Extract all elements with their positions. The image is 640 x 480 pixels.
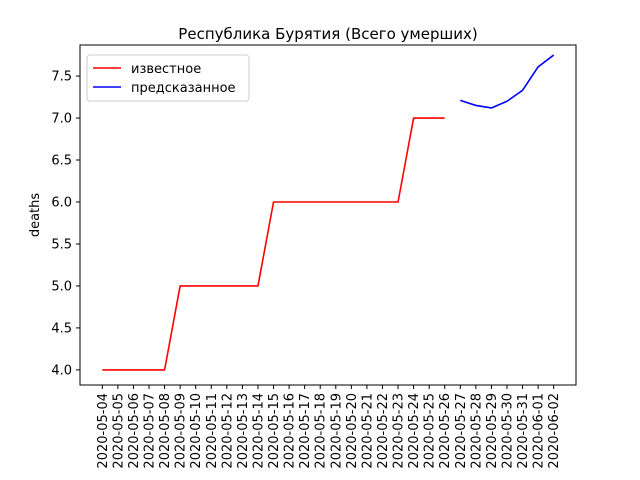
x-tick-label: 2020-05-06 [127,393,142,469]
x-tick-label: 2020-05-07 [143,393,158,469]
y-tick-label: 7.0 [51,112,72,127]
x-tick-label: 2020-05-17 [298,393,313,469]
x-axis-ticks: 2020-05-04 2020-05-05 2020-05-06 2020-05-07… [96,385,562,469]
x-tick-label: 2020-05-19 [329,393,344,469]
x-tick-label: 2020-05-15 [267,393,282,469]
y-tick-label: 4.5 [51,321,72,336]
x-tick-label: 2020-05-09 [174,393,189,469]
x-tick-label: 2020-05-18 [314,393,329,469]
x-tick-label: 2020-05-30 [500,393,515,469]
x-tick-label: 2020-06-01 [532,393,547,469]
x-tick-label: 2020-05-28 [469,393,484,469]
y-axis-label: deaths [28,193,43,238]
x-tick-label: 2020-05-26 [438,393,453,469]
y-tick-label: 6.0 [51,195,72,210]
plot-frame [79,44,577,386]
y-axis-ticks: 4.0 4.5 5.0 5.5 6.0 6.5 7.0 7.5 [51,70,80,378]
y-tick-label: 4.0 [51,363,72,378]
x-tick-label: 2020-05-12 [220,393,235,469]
y-tick-label: 5.5 [51,237,72,252]
legend: известное предсказанное [86,54,250,102]
legend-box [86,54,250,102]
legend-label-predicted: предсказанное [131,81,236,96]
legend-label-known: известное [131,62,201,77]
x-tick-label: 2020-05-20 [345,393,360,469]
x-tick-label: 2020-05-05 [111,393,126,469]
x-tick-label: 2020-05-23 [392,393,407,469]
x-tick-label: 2020-05-04 [96,393,111,469]
x-tick-label: 2020-05-10 [189,393,204,469]
chart-title: Республика Бурятия (Всего умерших) [178,25,477,43]
series-layer [102,54,555,371]
y-tick-label: 6.5 [51,154,72,169]
plot-area [80,45,576,385]
x-tick-label: 2020-05-16 [283,393,298,469]
x-tick-label: 2020-05-25 [423,393,438,469]
y-tick-label: 7.5 [51,70,72,85]
x-tick-label: 2020-05-11 [205,393,220,469]
x-tick-label: 2020-05-27 [454,393,469,469]
x-tick-label: 2020-05-29 [485,393,500,469]
x-tick-label: 2020-05-08 [158,393,173,469]
x-tick-label: 2020-05-22 [376,393,391,469]
x-tick-label: 2020-06-02 [547,393,562,469]
x-tick-label: 2020-05-21 [360,393,375,469]
y-tick-label: 5.0 [51,279,72,294]
x-tick-label: 2020-05-31 [516,393,531,469]
x-tick-label: 2020-05-13 [236,393,251,469]
x-tick-label: 2020-05-24 [407,393,422,469]
x-tick-label: 2020-05-14 [251,393,266,469]
